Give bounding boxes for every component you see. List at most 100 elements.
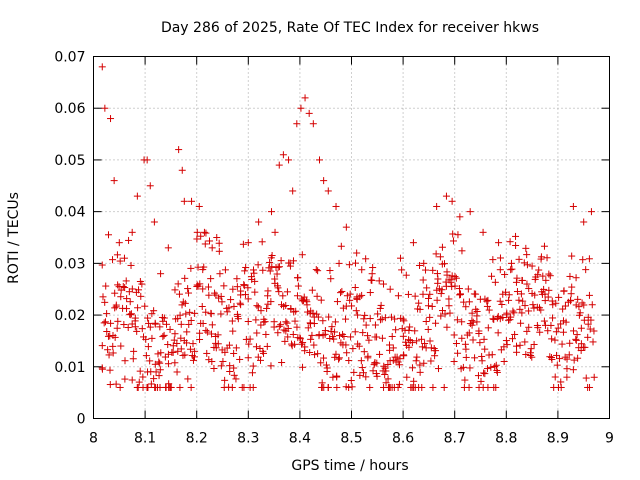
data-point (215, 239, 223, 247)
data-point (293, 323, 301, 331)
data-point (101, 298, 109, 306)
data-point (345, 383, 353, 391)
data-point (111, 289, 119, 297)
x-tick-label: 9 (605, 431, 614, 447)
data-point (509, 307, 517, 315)
data-point (462, 353, 470, 361)
data-point (518, 309, 526, 317)
data-point (255, 218, 263, 226)
data-point (193, 228, 201, 236)
data-point (109, 349, 117, 357)
data-point (545, 286, 553, 294)
data-point (368, 270, 376, 278)
data-point (263, 342, 271, 350)
data-point (202, 326, 210, 334)
data-point (567, 290, 575, 298)
data-point (574, 295, 582, 303)
data-point (465, 383, 473, 391)
data-point (175, 146, 183, 154)
data-point (411, 292, 419, 300)
data-point (254, 261, 262, 269)
data-point (433, 202, 441, 210)
data-point (333, 372, 341, 380)
data-point (183, 328, 191, 336)
data-point (217, 310, 225, 318)
data-point (488, 272, 496, 280)
data-point (452, 274, 460, 282)
data-point (208, 321, 216, 329)
data-point (552, 299, 560, 307)
data-point (120, 321, 128, 329)
data-point (569, 202, 577, 210)
data-point (515, 296, 523, 304)
data-point (546, 272, 554, 280)
data-point (251, 277, 259, 285)
data-point (171, 359, 179, 367)
data-point (526, 349, 534, 357)
data-point (261, 318, 269, 326)
data-point (582, 266, 590, 274)
data-point (229, 327, 237, 335)
data-point (492, 361, 500, 369)
data-point (117, 342, 125, 350)
data-point (442, 192, 450, 200)
data-point (177, 345, 185, 353)
data-point (282, 301, 290, 309)
data-point (431, 352, 439, 360)
data-point (226, 368, 234, 376)
data-point (230, 371, 238, 379)
data-point (426, 290, 434, 298)
x-tick-label: 8.5 (340, 431, 362, 447)
data-point (465, 298, 473, 306)
data-point (512, 342, 520, 350)
data-point (200, 263, 208, 271)
data-point (513, 274, 521, 282)
data-point (445, 295, 453, 303)
data-point (559, 328, 567, 336)
data-point (216, 270, 224, 278)
data-point (260, 349, 268, 357)
data-point (145, 319, 153, 327)
data-point (98, 63, 106, 71)
data-point (191, 309, 199, 317)
data-point (399, 332, 407, 340)
data-point (217, 292, 225, 300)
data-point (376, 350, 384, 358)
data-point (189, 356, 197, 364)
y-tick-label: 0.05 (54, 153, 85, 169)
data-point (324, 383, 332, 391)
data-point (323, 364, 331, 372)
data-point (123, 305, 131, 313)
data-point (498, 301, 506, 309)
data-point (537, 306, 545, 314)
data-point (525, 323, 533, 331)
data-point (273, 270, 281, 278)
data-point (580, 316, 588, 324)
data-point (240, 281, 248, 289)
data-point (561, 302, 569, 310)
data-point (292, 307, 300, 315)
data-point (331, 328, 339, 336)
data-point (507, 259, 515, 267)
data-point (531, 291, 539, 299)
data-point (413, 337, 421, 345)
data-point (425, 294, 433, 302)
data-point (307, 335, 315, 343)
data-point (116, 257, 124, 265)
data-point (458, 318, 466, 326)
data-point (382, 379, 390, 387)
data-point (472, 290, 480, 298)
data-point (537, 255, 545, 263)
data-point (335, 259, 343, 267)
data-point (420, 359, 428, 367)
data-point (338, 287, 346, 295)
data-point (373, 333, 381, 341)
data-point (494, 329, 502, 337)
data-point (588, 301, 596, 309)
data-point (125, 236, 133, 244)
data-point (299, 339, 307, 347)
data-point (112, 303, 120, 311)
data-point (279, 292, 287, 300)
data-point (347, 333, 355, 341)
data-point (333, 383, 341, 391)
